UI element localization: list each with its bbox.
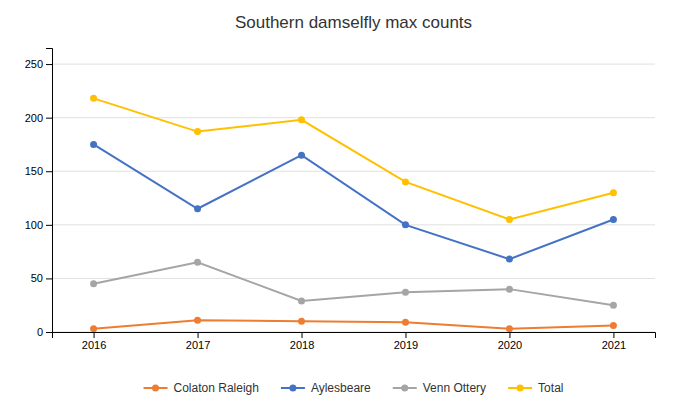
y-axis-tick-label: 250 xyxy=(25,58,43,70)
y-axis-tick-mark xyxy=(46,64,52,65)
legend: Colaton Raleigh Aylesbeare Venn Ottery Tota… xyxy=(144,381,564,395)
grid xyxy=(52,64,655,332)
point xyxy=(402,178,409,185)
point xyxy=(90,280,97,287)
legend-label: Total xyxy=(538,381,563,395)
legend-label: Colaton Raleigh xyxy=(174,381,259,395)
x-axis-tick-mark xyxy=(613,332,614,338)
point xyxy=(298,297,305,304)
x-axis-tick: 2017 xyxy=(186,332,210,351)
point xyxy=(506,325,513,332)
legend-symbol xyxy=(152,385,159,392)
line xyxy=(94,98,614,219)
x-axis: 2016 2017 2018 2019 2020 2021 xyxy=(53,332,656,351)
series xyxy=(90,141,617,263)
point xyxy=(90,141,97,148)
y-axis-tick-label: 50 xyxy=(31,272,43,284)
y-axis-tick-label: 100 xyxy=(25,219,43,231)
point xyxy=(402,221,409,228)
series xyxy=(90,259,617,309)
point xyxy=(506,286,513,293)
legend-entry: Aylesbeare xyxy=(281,381,371,395)
y-axis: 0 50 100 150 200 250 xyxy=(25,49,53,339)
x-axis-tick: 2016 xyxy=(82,332,106,351)
chart: Southern damselfly max counts 0 50 100 150 20… xyxy=(0,0,679,412)
y-axis-tick-mark xyxy=(46,171,52,172)
legend-entry: Colaton Raleigh xyxy=(144,381,259,395)
y-axis-tick: 150 xyxy=(25,165,52,177)
point xyxy=(506,216,513,223)
y-axis-tick: 250 xyxy=(25,58,52,70)
point xyxy=(506,256,513,263)
point xyxy=(610,302,617,309)
line xyxy=(94,320,614,329)
point xyxy=(90,325,97,332)
y-axis-line xyxy=(46,49,53,333)
y-axis-tick-mark xyxy=(46,332,52,333)
y-axis-tick-mark xyxy=(46,225,52,226)
y-axis-tick: 200 xyxy=(25,112,52,124)
x-axis-tick: 2021 xyxy=(602,332,626,351)
grid-line xyxy=(52,278,655,279)
x-axis-tick-label: 2019 xyxy=(394,339,418,351)
legend-label: Aylesbeare xyxy=(311,381,371,395)
line xyxy=(94,262,614,305)
series xyxy=(90,317,617,332)
x-axis-tick-mark xyxy=(198,332,199,338)
point xyxy=(402,289,409,296)
point xyxy=(402,319,409,326)
y-axis-tick-label: 200 xyxy=(25,112,43,124)
x-axis-tick-mark xyxy=(94,332,95,338)
legend-entry: Venn Ottery xyxy=(393,381,486,395)
point xyxy=(298,318,305,325)
grid-line xyxy=(52,117,655,118)
point xyxy=(194,259,201,266)
x-axis-tick-mark xyxy=(302,332,303,338)
y-axis-tick-mark xyxy=(46,118,52,119)
point xyxy=(610,322,617,329)
y-axis-tick: 0 xyxy=(37,326,52,338)
point xyxy=(610,216,617,223)
y-axis-tick-mark xyxy=(46,278,52,279)
legend-entry: Total xyxy=(508,381,563,395)
legend-label: Venn Ottery xyxy=(423,381,486,395)
grid-line xyxy=(52,64,655,65)
x-axis-tick-label: 2018 xyxy=(290,339,314,351)
grid-line xyxy=(52,224,655,225)
y-axis-tick: 100 xyxy=(25,219,52,231)
x-axis-tick-label: 2021 xyxy=(602,339,626,351)
x-axis-tick: 2018 xyxy=(290,332,314,351)
point xyxy=(298,116,305,123)
point xyxy=(298,152,305,159)
point xyxy=(194,128,201,135)
x-axis-tick: 2019 xyxy=(394,332,418,351)
point xyxy=(194,205,201,212)
x-axis-tick-mark xyxy=(405,332,406,338)
series xyxy=(90,95,617,223)
y-axis-tick: 50 xyxy=(31,272,52,284)
x-axis-tick-label: 2020 xyxy=(498,339,522,351)
x-axis-tick-label: 2016 xyxy=(82,339,106,351)
point xyxy=(610,189,617,196)
legend-symbol xyxy=(401,385,408,392)
legend-symbol xyxy=(517,385,524,392)
x-axis-tick: 2020 xyxy=(498,332,522,351)
point xyxy=(194,317,201,324)
x-axis-line xyxy=(53,333,656,339)
x-axis-tick-label: 2017 xyxy=(186,339,210,351)
legend-symbol xyxy=(289,385,296,392)
y-axis-tick-label: 0 xyxy=(37,326,43,338)
x-axis-tick-mark xyxy=(509,332,510,338)
plot-area xyxy=(90,95,617,332)
y-axis-tick-label: 150 xyxy=(25,165,43,177)
title: Southern damselfly max counts xyxy=(235,13,472,32)
point xyxy=(90,95,97,102)
line xyxy=(94,144,614,259)
grid-line xyxy=(52,171,655,172)
